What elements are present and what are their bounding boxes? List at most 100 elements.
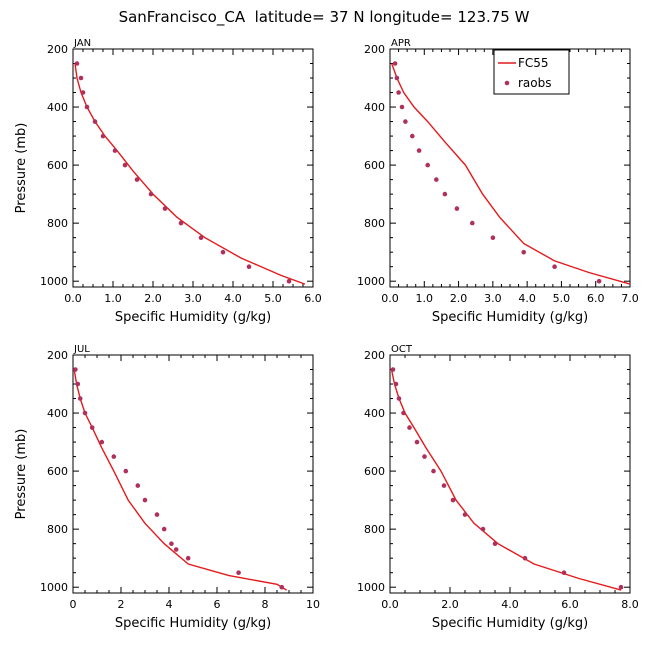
panel-label: JUL (73, 344, 90, 355)
y-tick-label: 800 (47, 523, 68, 536)
legend-label-fc55: FC55 (518, 56, 549, 70)
raobs-point (394, 75, 400, 81)
plot-frame (72, 354, 314, 594)
x-tick-label: 4.0 (518, 292, 536, 305)
y-tick-label: 600 (47, 159, 68, 172)
raobs-point (100, 133, 106, 139)
y-tick-label: 400 (364, 101, 385, 114)
x-tick-label: 4.0 (501, 598, 519, 611)
raobs-point (522, 555, 528, 561)
x-tick-label: 10 (306, 598, 320, 611)
x-axis-label: Specific Humidity (g/kg) (432, 616, 588, 631)
x-tick-label: 4.0 (224, 292, 242, 305)
y-tick-label: 200 (47, 349, 68, 362)
raobs-point (173, 547, 179, 552)
raobs-point (416, 148, 422, 153)
raobs-point (220, 249, 226, 255)
x-tick-label: 6.0 (561, 598, 579, 611)
raobs-point (279, 584, 285, 590)
x-tick-label: 8 (262, 598, 269, 611)
y-tick-label: 600 (364, 159, 385, 172)
figure-title: SanFrancisco_CA latitude= 37 N longitude… (119, 8, 530, 27)
raobs-point (462, 512, 468, 517)
series-line-fc55 (391, 63, 631, 285)
x-tick-label: 8.0 (621, 598, 639, 611)
raobs-point (73, 367, 78, 372)
legend-box (493, 49, 570, 95)
x-axis-label: Specific Humidity (g/kg) (115, 310, 271, 325)
raobs-point (123, 468, 129, 474)
raobs-point (480, 526, 486, 532)
raobs-point (434, 177, 439, 182)
raobs-point (75, 381, 81, 387)
raobs-point (78, 75, 84, 81)
raobs-point (552, 264, 557, 270)
raobs-point (169, 541, 174, 546)
raobs-point (442, 191, 448, 197)
y-tick-label: 600 (364, 465, 385, 478)
legend-label-raobs: raobs (518, 76, 552, 90)
panel-label: OCT (391, 344, 413, 355)
raobs-point (410, 133, 415, 139)
raobs-point (122, 162, 128, 168)
raobs-point (286, 278, 292, 284)
x-tick-label: 5.0 (264, 292, 282, 305)
raobs-point (236, 570, 241, 575)
raobs-point (521, 249, 526, 255)
raobs-point (80, 90, 86, 95)
x-tick-label: 6.0 (587, 292, 605, 305)
x-tick-label: 3.0 (484, 292, 502, 305)
series-line-fc55 (74, 63, 306, 285)
panel-label: JAN (73, 38, 91, 49)
raobs-point (422, 454, 427, 459)
y-tick-label: 200 (47, 43, 68, 56)
y-tick-label: 600 (47, 465, 68, 478)
raobs-point (396, 396, 402, 401)
raobs-point (431, 468, 436, 474)
panel-label: APR (391, 38, 411, 49)
raobs-point (82, 410, 88, 416)
raobs-point (84, 104, 90, 110)
raobs-point (246, 264, 252, 270)
series-line-fc55 (390, 369, 622, 591)
chart-panel-apr: APR 0.0 1.0 2.0 3.0 4.0 5.0 6.0 7.0 200 400 600 800 1… (357, 38, 639, 325)
y-tick-label: 200 (364, 349, 385, 362)
x-tick-label: 7.0 (621, 292, 639, 305)
y-axis-label: Pressure (mb) (14, 123, 29, 214)
raobs-point (89, 425, 95, 430)
x-tick-label: 4 (166, 598, 173, 611)
x-tick-label: 0.0 (64, 292, 82, 305)
legend: FC55 raobs (493, 49, 570, 95)
x-tick-label: 5.0 (553, 292, 571, 305)
raobs-point (390, 367, 396, 372)
raobs-point (407, 425, 412, 430)
chart-panel-jul: JUL 0 2 4 6 8 10 200 400 600 800 1000 Specific Humid… (14, 344, 320, 631)
y-axis-label: Pressure (mb) (14, 429, 29, 520)
x-tick-label: 2.0 (441, 598, 459, 611)
plot-frame (389, 354, 631, 594)
x-tick-label: 2.0 (450, 292, 468, 305)
raobs-point (74, 61, 80, 66)
raobs-point (161, 526, 167, 532)
series-line-fc55 (73, 369, 287, 591)
y-tick-label: 800 (364, 217, 385, 230)
y-tick-label: 1000 (40, 275, 68, 288)
y-tick-label: 400 (47, 101, 68, 114)
raobs-point (162, 206, 168, 211)
raobs-point (399, 104, 405, 110)
raobs-point (403, 119, 408, 124)
x-tick-label: 0.0 (381, 598, 399, 611)
raobs-point (596, 278, 602, 284)
raobs-point (414, 439, 420, 445)
y-tick-label: 1000 (40, 581, 68, 594)
raobs-point (148, 191, 154, 197)
raobs-point (111, 454, 117, 459)
raobs-point (490, 235, 496, 240)
chart-panel-oct: OCT 0.0 2.0 4.0 6.0 8.0 200 400 600 800 1000 Specif… (357, 344, 639, 631)
raobs-point (77, 396, 83, 401)
raobs-point (185, 555, 191, 561)
raobs-point (392, 61, 398, 66)
raobs-point (135, 483, 141, 488)
raobs-point (154, 512, 160, 517)
x-tick-label: 1.0 (416, 292, 434, 305)
